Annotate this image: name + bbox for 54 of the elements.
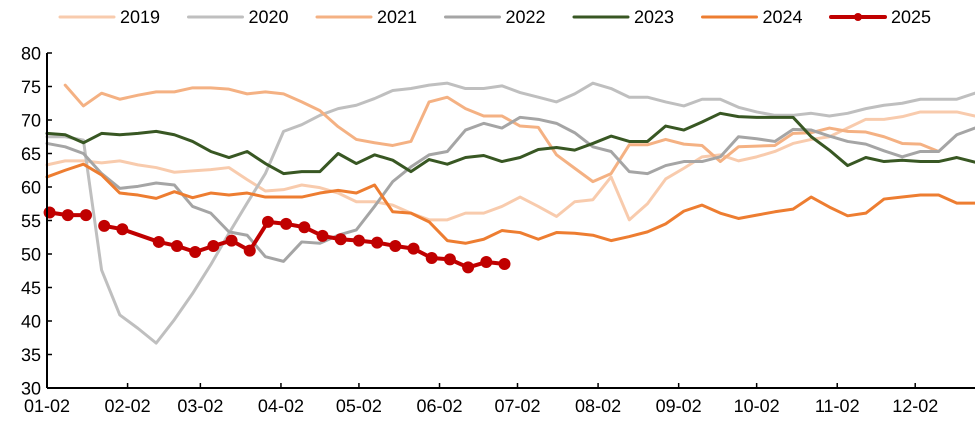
x-tick-label: 08-02 [575,396,622,416]
legend-label: 2019 [120,7,160,27]
point [244,244,256,257]
point [98,220,110,232]
legend-label: 2020 [248,7,289,27]
legend-label: 2025 [891,7,932,27]
point [371,236,384,249]
y-tick-label: 55 [20,210,41,231]
point [280,218,292,230]
point [189,246,202,258]
point [426,252,438,264]
x-tick-label: 04-02 [258,396,304,416]
legend-label: 2023 [634,7,674,27]
x-tick-label: 10-02 [734,396,780,416]
x-tick-label: 06-02 [416,396,463,416]
point [389,240,402,252]
x-tick-label: 12-02 [892,396,938,416]
point [444,253,456,266]
legend-label: 2022 [506,7,546,27]
y-tick-label: 35 [20,344,41,365]
point [462,261,474,274]
x-tick-label: 01-02 [24,396,70,416]
y-tick-label: 65 [20,144,41,164]
y-tick-label: 45 [20,278,41,298]
x-tick-label: 07-02 [494,396,541,416]
point [116,223,128,236]
x-tick-label: 03-02 [177,396,224,416]
legend-label: 2021 [377,7,418,27]
legend-label: 2024 [762,7,803,27]
y-tick-label: 30 [20,378,41,398]
point [480,256,492,268]
y-tick-label: 40 [20,311,41,332]
point [80,209,92,222]
point [207,240,220,252]
point [262,216,274,228]
point [152,236,165,248]
x-tick-label: 02-02 [104,396,151,416]
point [352,234,365,247]
x-tick-label: 05-02 [336,396,382,416]
y-tick-label: 75 [20,76,41,97]
y-tick-label: 50 [20,244,41,264]
y-tick-label: 60 [20,177,41,198]
x-tick-label: 09-02 [656,396,702,416]
y-tick-label: 70 [20,110,41,130]
point [334,233,347,246]
point [498,258,510,270]
point [408,242,420,255]
point [298,221,310,234]
point [226,234,238,247]
point [170,240,183,252]
point [316,230,329,242]
y-tick-label: 80 [20,43,41,64]
point [62,209,74,222]
x-tick-label: 11-02 [814,396,860,416]
